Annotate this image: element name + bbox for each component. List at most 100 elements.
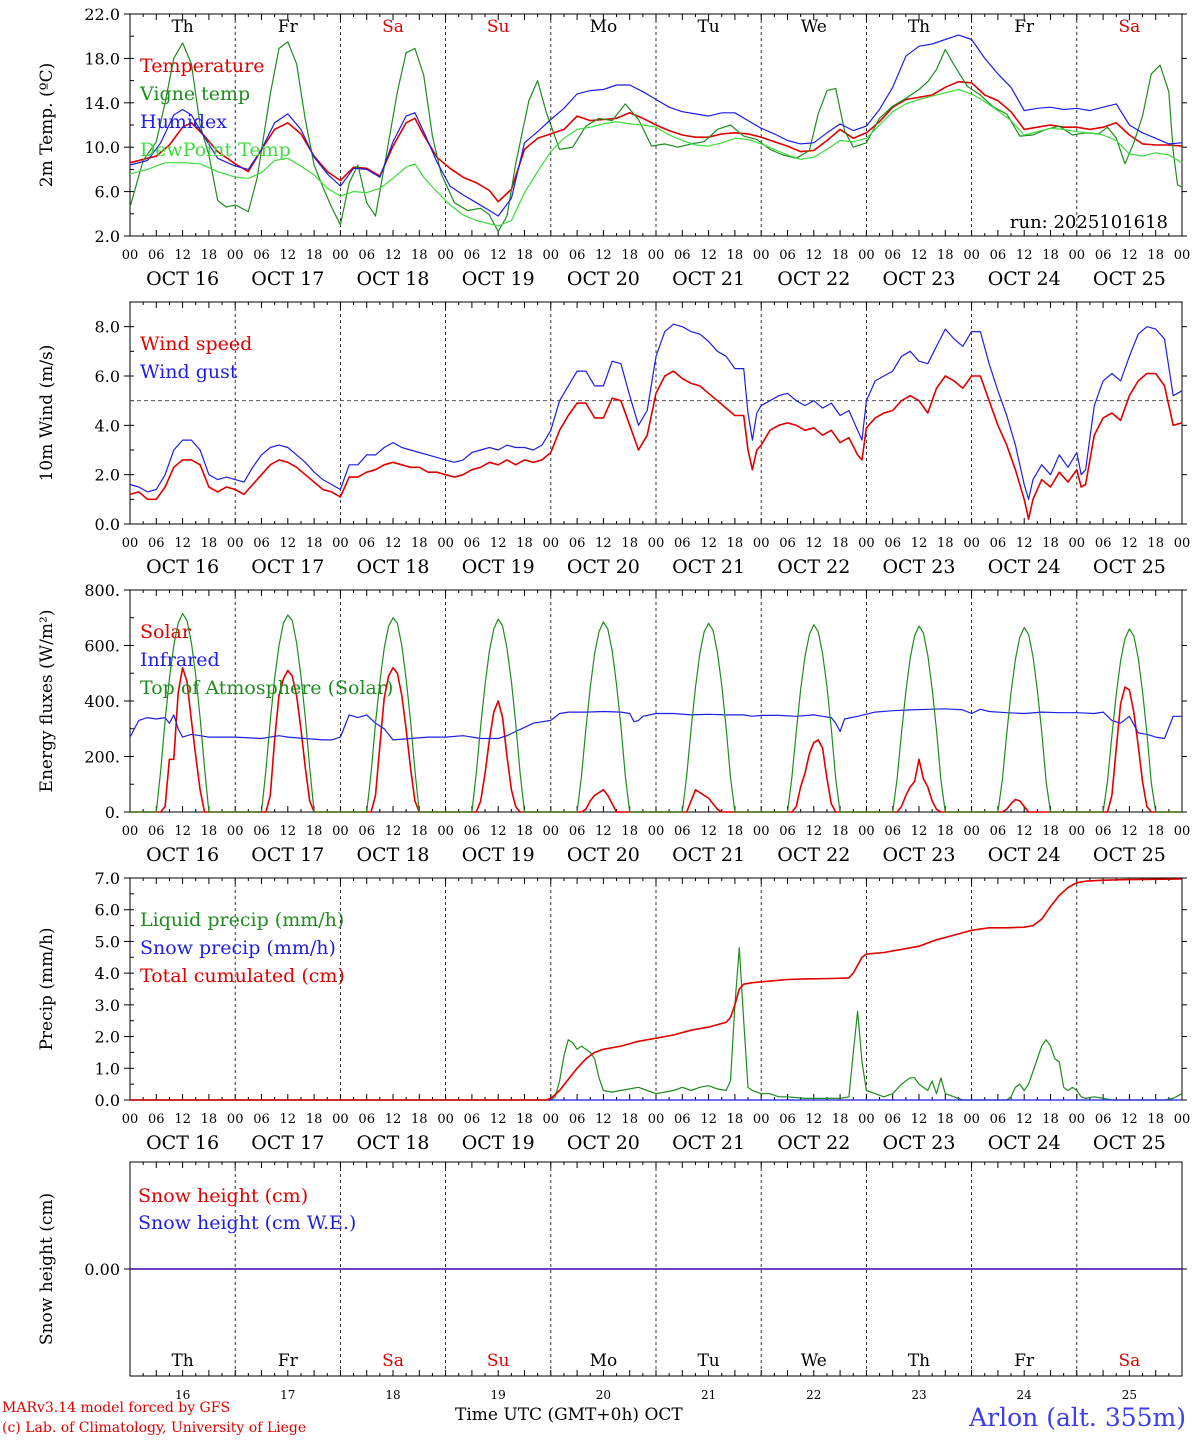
weekday-label: Mo — [590, 17, 618, 37]
hour-label: 06 — [358, 536, 375, 551]
day-number-label: 17 — [280, 1388, 295, 1400]
legend-entry: Snow height (cm W.E.) — [138, 1212, 356, 1234]
hour-label: 12 — [911, 536, 928, 551]
hour-label: 06 — [358, 1112, 375, 1127]
hour-label: 18 — [411, 1112, 428, 1127]
y-axis-title: Energy fluxes (W/m²) — [37, 610, 57, 793]
hour-label: 06 — [1095, 1112, 1112, 1127]
hour-label: 00 — [1174, 536, 1191, 551]
credit-lab: (c) Lab. of Climatology, University of L… — [2, 1420, 307, 1436]
legend-entry: Wind speed — [140, 333, 252, 355]
hour-label: 00 — [858, 1112, 875, 1127]
hour-label: 00 — [332, 536, 349, 551]
weekday-label: Fr — [278, 17, 299, 37]
weekday-label: Fr — [1014, 17, 1035, 37]
series-line-wind-speed — [129, 370, 1183, 520]
y-tick-label: 18.0 — [84, 49, 120, 68]
y-tick-label: 0.0 — [95, 1091, 120, 1110]
hour-label: 06 — [884, 248, 901, 263]
hour-label: 00 — [543, 1112, 560, 1127]
hour-label: 06 — [569, 824, 586, 839]
hour-label: 06 — [674, 1112, 691, 1127]
y-axis-title: Snow height (cm) — [37, 1193, 57, 1345]
weekday-label: Fr — [278, 1351, 299, 1371]
hour-label: 00 — [963, 824, 980, 839]
hour-label: 06 — [148, 824, 165, 839]
hour-label: 00 — [227, 536, 244, 551]
legend-entry: Liquid precip (mm/h) — [140, 909, 344, 931]
hour-label: 06 — [1095, 536, 1112, 551]
hour-label: 06 — [1095, 248, 1112, 263]
hour-label: 06 — [253, 536, 270, 551]
hour-label: 12 — [1016, 824, 1033, 839]
date-label: OCT 21 — [672, 556, 745, 578]
hour-label: 18 — [937, 536, 954, 551]
hour-label: 18 — [727, 824, 744, 839]
y-tick-label: 600. — [84, 637, 120, 656]
y-tick-label: 6.0 — [95, 183, 120, 202]
legend-entry: Solar — [140, 621, 192, 643]
hour-label: 18 — [411, 248, 428, 263]
hour-label: 18 — [621, 248, 638, 263]
y-tick-label: 10.0 — [84, 138, 120, 157]
series-line-solar — [130, 666, 1182, 813]
day-number-label: 24 — [1017, 1388, 1033, 1400]
date-label: OCT 16 — [146, 556, 219, 578]
y-tick-label: 5.0 — [95, 932, 120, 951]
hour-label: 12 — [1121, 824, 1138, 839]
series-line-dewpoint-temp — [129, 88, 1183, 227]
hour-label: 00 — [227, 1112, 244, 1127]
day-number-label: 18 — [385, 1388, 400, 1400]
hour-label: 12 — [700, 1112, 717, 1127]
hour-label: 12 — [1016, 1112, 1033, 1127]
legend-entry: Top of Atmosphere (Solar) — [140, 677, 393, 699]
hour-label: 18 — [937, 1112, 954, 1127]
hour-label: 18 — [201, 824, 218, 839]
date-label: OCT 24 — [988, 844, 1061, 866]
day-number-label: 23 — [911, 1388, 926, 1400]
series-line-vigne-temp — [129, 41, 1183, 233]
legend-entry: Vigne temp — [139, 83, 250, 105]
hour-label: 00 — [858, 248, 875, 263]
date-label: OCT 18 — [356, 556, 429, 578]
hour-label: 06 — [674, 248, 691, 263]
hour-label: 00 — [437, 1112, 454, 1127]
hour-label: 18 — [1147, 1112, 1164, 1127]
y-tick-label: 14.0 — [84, 94, 120, 113]
hour-label: 18 — [727, 248, 744, 263]
day-number-label: 16 — [175, 1388, 190, 1400]
hour-label: 00 — [332, 824, 349, 839]
hour-label: 12 — [595, 536, 612, 551]
hour-label: 06 — [358, 248, 375, 263]
hour-label: 00 — [648, 248, 665, 263]
station-name: Arlon (alt. 355m) — [969, 1403, 1186, 1432]
weekday-label: Su — [487, 17, 510, 37]
hour-label: 18 — [411, 824, 428, 839]
hour-label: 06 — [779, 1112, 796, 1127]
legend-entry: Snow precip (mm/h) — [140, 937, 336, 959]
date-label: OCT 21 — [672, 268, 745, 290]
hour-label: 00 — [122, 536, 139, 551]
date-label: OCT 24 — [988, 268, 1061, 290]
hour-label: 12 — [490, 824, 507, 839]
legend-entry: DewPoint Temp — [140, 139, 291, 161]
hour-label: 00 — [753, 536, 770, 551]
hour-label: 12 — [385, 824, 402, 839]
hour-label: 12 — [490, 248, 507, 263]
hour-label: 18 — [516, 1112, 533, 1127]
date-label: OCT 17 — [251, 1132, 324, 1154]
hour-label: 00 — [122, 248, 139, 263]
weekday-label: Su — [487, 1351, 510, 1371]
hour-label: 00 — [753, 248, 770, 263]
hour-label: 06 — [990, 1112, 1007, 1127]
hour-label: 12 — [1121, 248, 1138, 263]
y-tick-label: 8.0 — [95, 318, 120, 337]
panel-3: 0. 200. 400. 600. 800. Energy fluxes (W/m²) So… — [37, 581, 1190, 866]
x-axis-title: Time UTC (GMT+0h) OCT — [455, 1405, 683, 1425]
hour-label: 00 — [963, 1112, 980, 1127]
hour-label: 18 — [832, 536, 849, 551]
hour-label: 12 — [174, 824, 191, 839]
y-tick-label: 22.0 — [84, 5, 120, 24]
hour-label: 06 — [358, 824, 375, 839]
hour-label: 00 — [1069, 824, 1086, 839]
